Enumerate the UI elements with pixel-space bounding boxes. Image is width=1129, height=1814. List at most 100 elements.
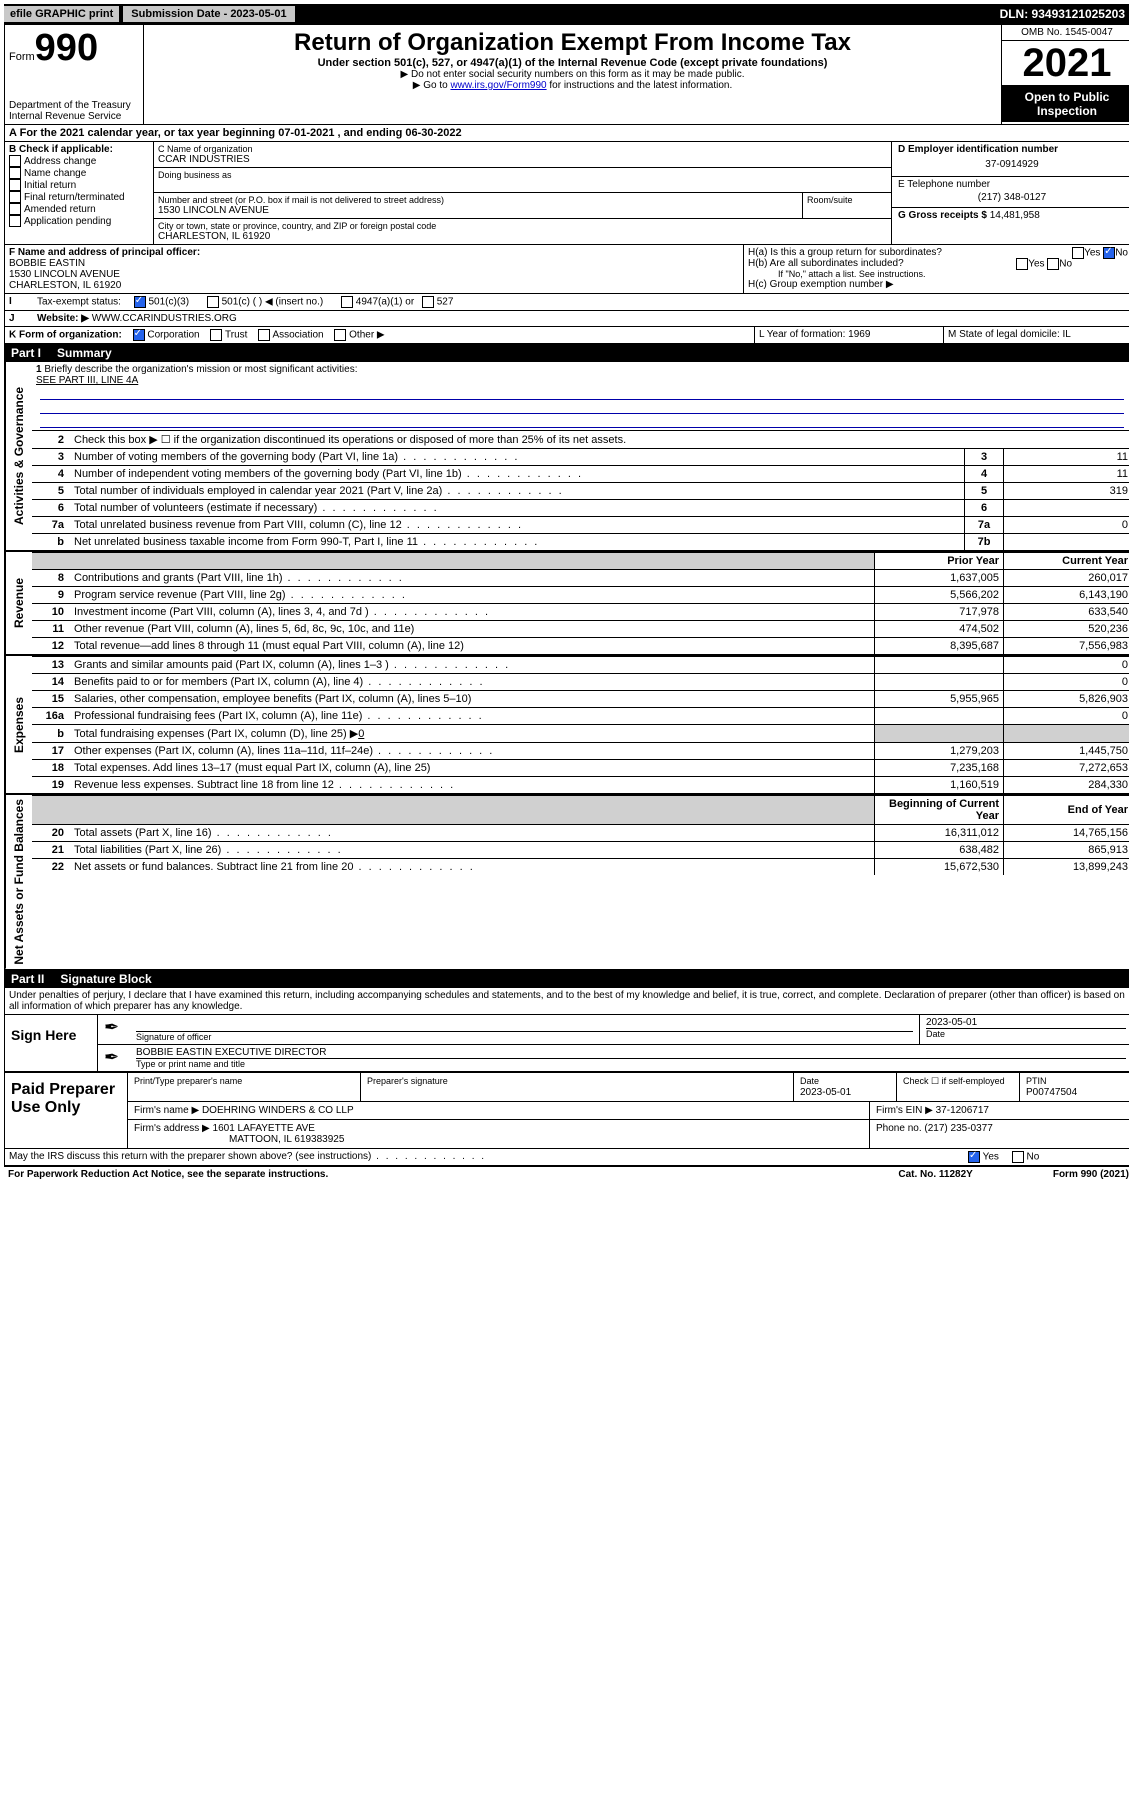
- l7a: Total unrelated business revenue from Pa…: [70, 517, 965, 534]
- l22: Net assets or fund balances. Subtract li…: [70, 859, 875, 876]
- dln-label: DLN: 93493121025203: [1000, 7, 1129, 21]
- officer-addr2: CHARLESTON, IL 61920: [9, 280, 739, 291]
- i-501c: 501(c) ( ) ◀ (insert no.): [222, 297, 324, 308]
- c10: 633,540: [1004, 604, 1129, 621]
- b-pending: Application pending: [24, 216, 111, 227]
- tax-year: 2021: [1002, 41, 1129, 86]
- v7a: 0: [1004, 517, 1129, 534]
- firm-addr1: 1601 LAFAYETTE AVE: [213, 1123, 315, 1134]
- dba-label: Doing business as: [158, 170, 887, 180]
- l17: Other expenses (Part IX, column (A), lin…: [70, 743, 875, 760]
- city-value: CHARLESTON, IL 61920: [158, 231, 887, 242]
- submission-date: Submission Date - 2023-05-01: [123, 6, 294, 22]
- p21: 638,482: [875, 842, 1004, 859]
- l5: Total number of individuals employed in …: [70, 483, 965, 500]
- l1-label: Briefly describe the organization's miss…: [44, 364, 357, 375]
- c20: 14,765,156: [1004, 825, 1129, 842]
- firm-name-lbl: Firm's name ▶: [134, 1105, 199, 1116]
- m-state: M State of legal domicile: IL: [943, 327, 1129, 343]
- form-number: Form990: [9, 27, 139, 70]
- street-address: 1530 LINCOLN AVENUE: [158, 205, 798, 216]
- p14: [875, 674, 1004, 691]
- prep-name-lbl: Print/Type preparer's name: [134, 1076, 242, 1086]
- firm-addr2: MATTOON, IL 619383925: [229, 1134, 344, 1145]
- right-block-deg: D Employer identification number 37-0914…: [891, 142, 1129, 244]
- l1-value: SEE PART III, LINE 4A: [36, 375, 138, 386]
- p18: 7,235,168: [875, 760, 1004, 777]
- tax-exempt-row: Tax-exempt status: 501(c)(3) 501(c) ( ) …: [33, 294, 1129, 310]
- l4: Number of independent voting members of …: [70, 466, 965, 483]
- p10: 717,978: [875, 604, 1004, 621]
- paid-preparer-block: Paid Preparer Use Only Print/Type prepar…: [5, 1071, 1129, 1148]
- b-address-change: Address change: [24, 156, 96, 167]
- firm-phone-lbl: Phone no.: [876, 1123, 922, 1134]
- i-527: 527: [437, 297, 454, 308]
- firm-ein-lbl: Firm's EIN ▶: [876, 1105, 933, 1116]
- vert-activities: Activities & Governance: [5, 362, 32, 550]
- b-label: B Check if applicable:: [9, 144, 149, 155]
- d-label: D Employer identification number: [898, 144, 1126, 155]
- b-initial: Initial return: [24, 180, 76, 191]
- l14: Benefits paid to or for members (Part IX…: [70, 674, 875, 691]
- l15: Salaries, other compensation, employee b…: [70, 691, 875, 708]
- type-name-label: Type or print name and title: [136, 1058, 1126, 1069]
- vert-netassets: Net Assets or Fund Balances: [5, 795, 32, 969]
- c18: 7,272,653: [1004, 760, 1129, 777]
- cat-no: Cat. No. 11282Y: [898, 1169, 972, 1180]
- v4: 11: [1004, 466, 1129, 483]
- firm-ein: 37-1206717: [936, 1105, 989, 1116]
- l11: Other revenue (Part VIII, column (A), li…: [70, 621, 875, 638]
- section-b: B Check if applicable: Address change Na…: [5, 142, 154, 244]
- ein-value: 37-0914929: [898, 155, 1126, 174]
- form-title: Return of Organization Exempt From Incom…: [150, 29, 995, 57]
- part-ii-header: Part II Signature Block: [5, 970, 1129, 988]
- prior-hdr: Prior Year: [875, 553, 1004, 570]
- j-label: Website: ▶: [37, 313, 89, 324]
- note2-pre: ▶ Go to: [413, 80, 451, 91]
- l13: Grants and similar amounts paid (Part IX…: [70, 657, 875, 674]
- l20: Total assets (Part X, line 16): [70, 825, 875, 842]
- officer-name: BOBBIE EASTIN: [9, 258, 739, 269]
- end-hdr: End of Year: [1004, 796, 1129, 825]
- b-name-change: Name change: [24, 168, 86, 179]
- k-label: K Form of organization:: [9, 330, 122, 341]
- c-name-label: C Name of organization: [158, 144, 887, 154]
- c13: 0: [1004, 657, 1129, 674]
- form-subtitle: Under section 501(c), 527, or 4947(a)(1)…: [150, 57, 995, 69]
- h-a: H(a) Is this a group return for subordin…: [748, 247, 1128, 258]
- b-final: Final return/terminated: [24, 192, 125, 203]
- l6: Total number of volunteers (estimate if …: [70, 500, 965, 517]
- prep-date: 2023-05-01: [800, 1087, 851, 1098]
- c9: 6,143,190: [1004, 587, 1129, 604]
- sig-officer-label: Signature of officer: [136, 1031, 913, 1042]
- prep-date-lbl: Date: [800, 1076, 819, 1086]
- v7b: [1004, 534, 1129, 551]
- check-self: Check ☐ if self-employed: [897, 1073, 1020, 1101]
- p12: 8,395,687: [875, 638, 1004, 655]
- part-ii-title: Signature Block: [60, 972, 151, 986]
- section-c: C Name of organization CCAR INDUSTRIES D…: [154, 142, 891, 244]
- c22: 13,899,243: [1004, 859, 1129, 876]
- e-label: E Telephone number: [898, 179, 1126, 190]
- l9: Program service revenue (Part VIII, line…: [70, 587, 875, 604]
- g-label: G Gross receipts $: [898, 210, 987, 221]
- prep-sig-lbl: Preparer's signature: [367, 1076, 448, 1086]
- l16a: Professional fundraising fees (Part IX, …: [70, 708, 875, 725]
- part-ii-label: Part II: [11, 972, 44, 986]
- l2: Check this box ▶ ☐ if the organization d…: [70, 431, 1129, 449]
- irs-link[interactable]: www.irs.gov/Form990: [450, 80, 546, 91]
- v3: 11: [1004, 449, 1129, 466]
- l7b: Net unrelated business taxable income fr…: [70, 534, 965, 551]
- vert-expenses: Expenses: [5, 656, 32, 793]
- v6: [1004, 500, 1129, 517]
- form-prefix: Form: [9, 51, 35, 63]
- form-header: Form990 Department of the Treasury Inter…: [5, 25, 1129, 125]
- part-i-title: Summary: [57, 346, 112, 360]
- c14: 0: [1004, 674, 1129, 691]
- may-irs-no: No: [1027, 1151, 1040, 1162]
- k-assoc: Association: [272, 330, 323, 341]
- f-label: F Name and address of principal officer:: [9, 247, 739, 258]
- begin-hdr: Beginning of Current Year: [875, 796, 1004, 825]
- current-hdr: Current Year: [1004, 553, 1129, 570]
- p17: 1,279,203: [875, 743, 1004, 760]
